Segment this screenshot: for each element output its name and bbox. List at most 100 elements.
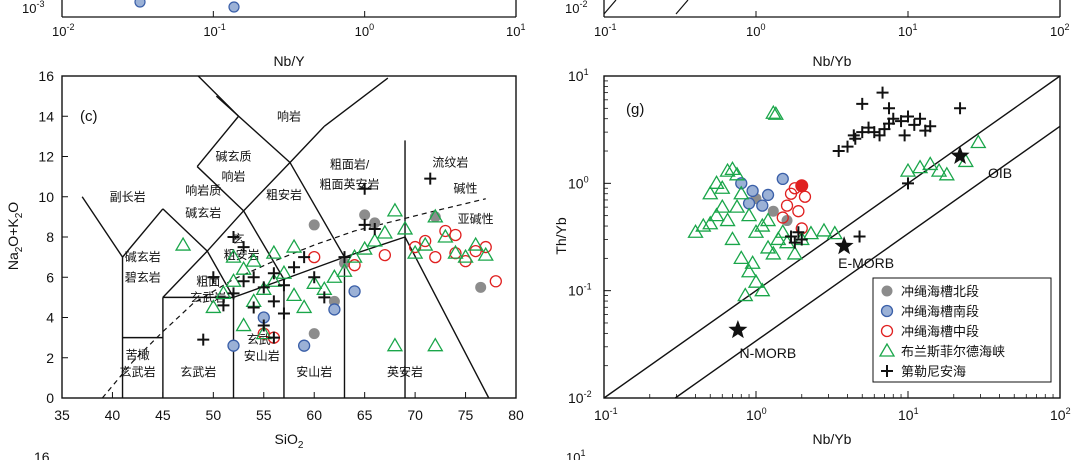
tas-xtick-label: 65 — [357, 407, 373, 423]
tas-point — [267, 267, 280, 280]
thyb-point — [930, 162, 948, 177]
tas-field-label: 粗面岩/ — [330, 157, 370, 172]
tas-ytick-label: 6 — [46, 269, 54, 285]
tas-field-boundary — [289, 162, 346, 258]
tick-exp: 1 — [914, 406, 919, 416]
thyb-point — [740, 207, 758, 222]
xtick-base: 10 — [594, 24, 608, 39]
tas-point — [288, 261, 301, 274]
tas-point — [296, 299, 313, 314]
tas-ytick-label: 2 — [46, 350, 54, 366]
tas-point — [197, 333, 210, 346]
tas-point — [225, 272, 242, 287]
tas-point — [449, 228, 462, 242]
tas-point — [225, 248, 242, 263]
tick-base: 10 — [568, 390, 584, 406]
tas-field-label: 苦橄 — [126, 347, 150, 362]
tas-field-label: 玄武岩 — [120, 364, 156, 379]
thyb-point — [895, 115, 908, 128]
thyb-axes-box — [603, 75, 1061, 399]
thyb-ytick-label: 10-2 — [568, 389, 592, 406]
thyb-point — [724, 231, 741, 246]
tas-point — [437, 228, 454, 243]
tas-point — [237, 275, 250, 288]
tas-field-label: 响岩 — [277, 108, 301, 123]
xtick-label: 10-1 — [203, 22, 225, 39]
tas-field-label: 响岩 — [222, 169, 246, 184]
xtick-exp: 0 — [760, 22, 765, 32]
xtick-exp: 0 — [369, 22, 374, 32]
tas-point — [318, 291, 331, 304]
tas-point — [429, 250, 442, 264]
tas-point — [227, 287, 240, 300]
xtick-label: 101 — [898, 22, 917, 39]
tas-point — [306, 274, 323, 289]
thyb-point — [747, 273, 765, 288]
tas-point — [257, 319, 270, 332]
thyb-point — [708, 175, 725, 189]
top-right-ref-line — [675, 0, 689, 15]
tas-xlabel: SiO2 — [275, 431, 304, 451]
tas-field-boundary — [404, 236, 490, 399]
legend-marker — [881, 285, 893, 297]
xtick-base: 10 — [52, 24, 66, 39]
thyb-point — [765, 104, 782, 119]
tas-point — [359, 209, 371, 221]
tick-base: 10 — [746, 407, 762, 423]
thyb-mantle-array-lines — [603, 75, 1061, 399]
thyb-point — [883, 102, 896, 115]
legend-box — [872, 277, 1052, 383]
thyb-point — [767, 105, 784, 120]
xtick-base: 10 — [506, 24, 520, 39]
tas-point — [358, 218, 371, 231]
tick-exp: 0 — [762, 406, 767, 416]
mantle-array-line — [674, 125, 1061, 399]
tick-exp: 1 — [584, 67, 589, 77]
tas-xtick-label: 45 — [155, 407, 171, 423]
thyb-point — [924, 120, 937, 133]
xtick-label: 102 — [1050, 22, 1069, 39]
thyb-point — [887, 112, 900, 125]
tas-field-boundary — [289, 125, 325, 164]
thyb-point — [714, 198, 731, 213]
tas-point — [217, 299, 230, 312]
tas-field-label: 玄武岩 — [180, 364, 216, 379]
tas-point — [308, 271, 321, 284]
tas-field-label: 玄武岩 — [190, 289, 226, 304]
bottom-left-peek-tick: 16 — [34, 449, 50, 460]
tas-field-boundary — [121, 208, 164, 258]
tas-point — [376, 224, 393, 239]
tas-point — [338, 251, 351, 264]
legend-label: 冲绳海槽中段 — [901, 324, 979, 339]
thyb-point — [733, 185, 750, 200]
tas-point — [328, 303, 341, 316]
tas-xtick-label: 60 — [306, 407, 322, 423]
thyb-point — [719, 162, 736, 177]
thyb-point — [702, 185, 719, 200]
tas-point — [298, 251, 311, 264]
thyb-ylabel: Th/Yb — [553, 217, 569, 255]
xtick-label: 10-2 — [52, 22, 74, 39]
xtick-label: 101 — [506, 22, 525, 39]
tas-field-boundary — [206, 210, 245, 252]
tas-ytick-label: 0 — [46, 390, 54, 406]
tas-point — [447, 244, 464, 259]
top-left-ytick: 10-3 — [22, 0, 44, 16]
tas-point — [348, 259, 361, 272]
thyb-xtick-label: 100 — [746, 406, 767, 423]
legend-label: 冲绳海槽南段 — [901, 304, 979, 319]
xtick-base: 10 — [898, 24, 912, 39]
tas-ytick-label: 14 — [38, 108, 54, 124]
mantle-array-line — [603, 75, 1061, 399]
tas-point — [265, 244, 282, 259]
tas-point — [368, 222, 381, 235]
thyb-panel-label: (g) — [626, 101, 644, 118]
reference-star — [950, 145, 970, 164]
thyb-point — [856, 126, 869, 139]
tas-field-label: 响岩质 — [185, 183, 221, 198]
tas-point — [348, 285, 361, 298]
thyb-point — [847, 129, 860, 142]
